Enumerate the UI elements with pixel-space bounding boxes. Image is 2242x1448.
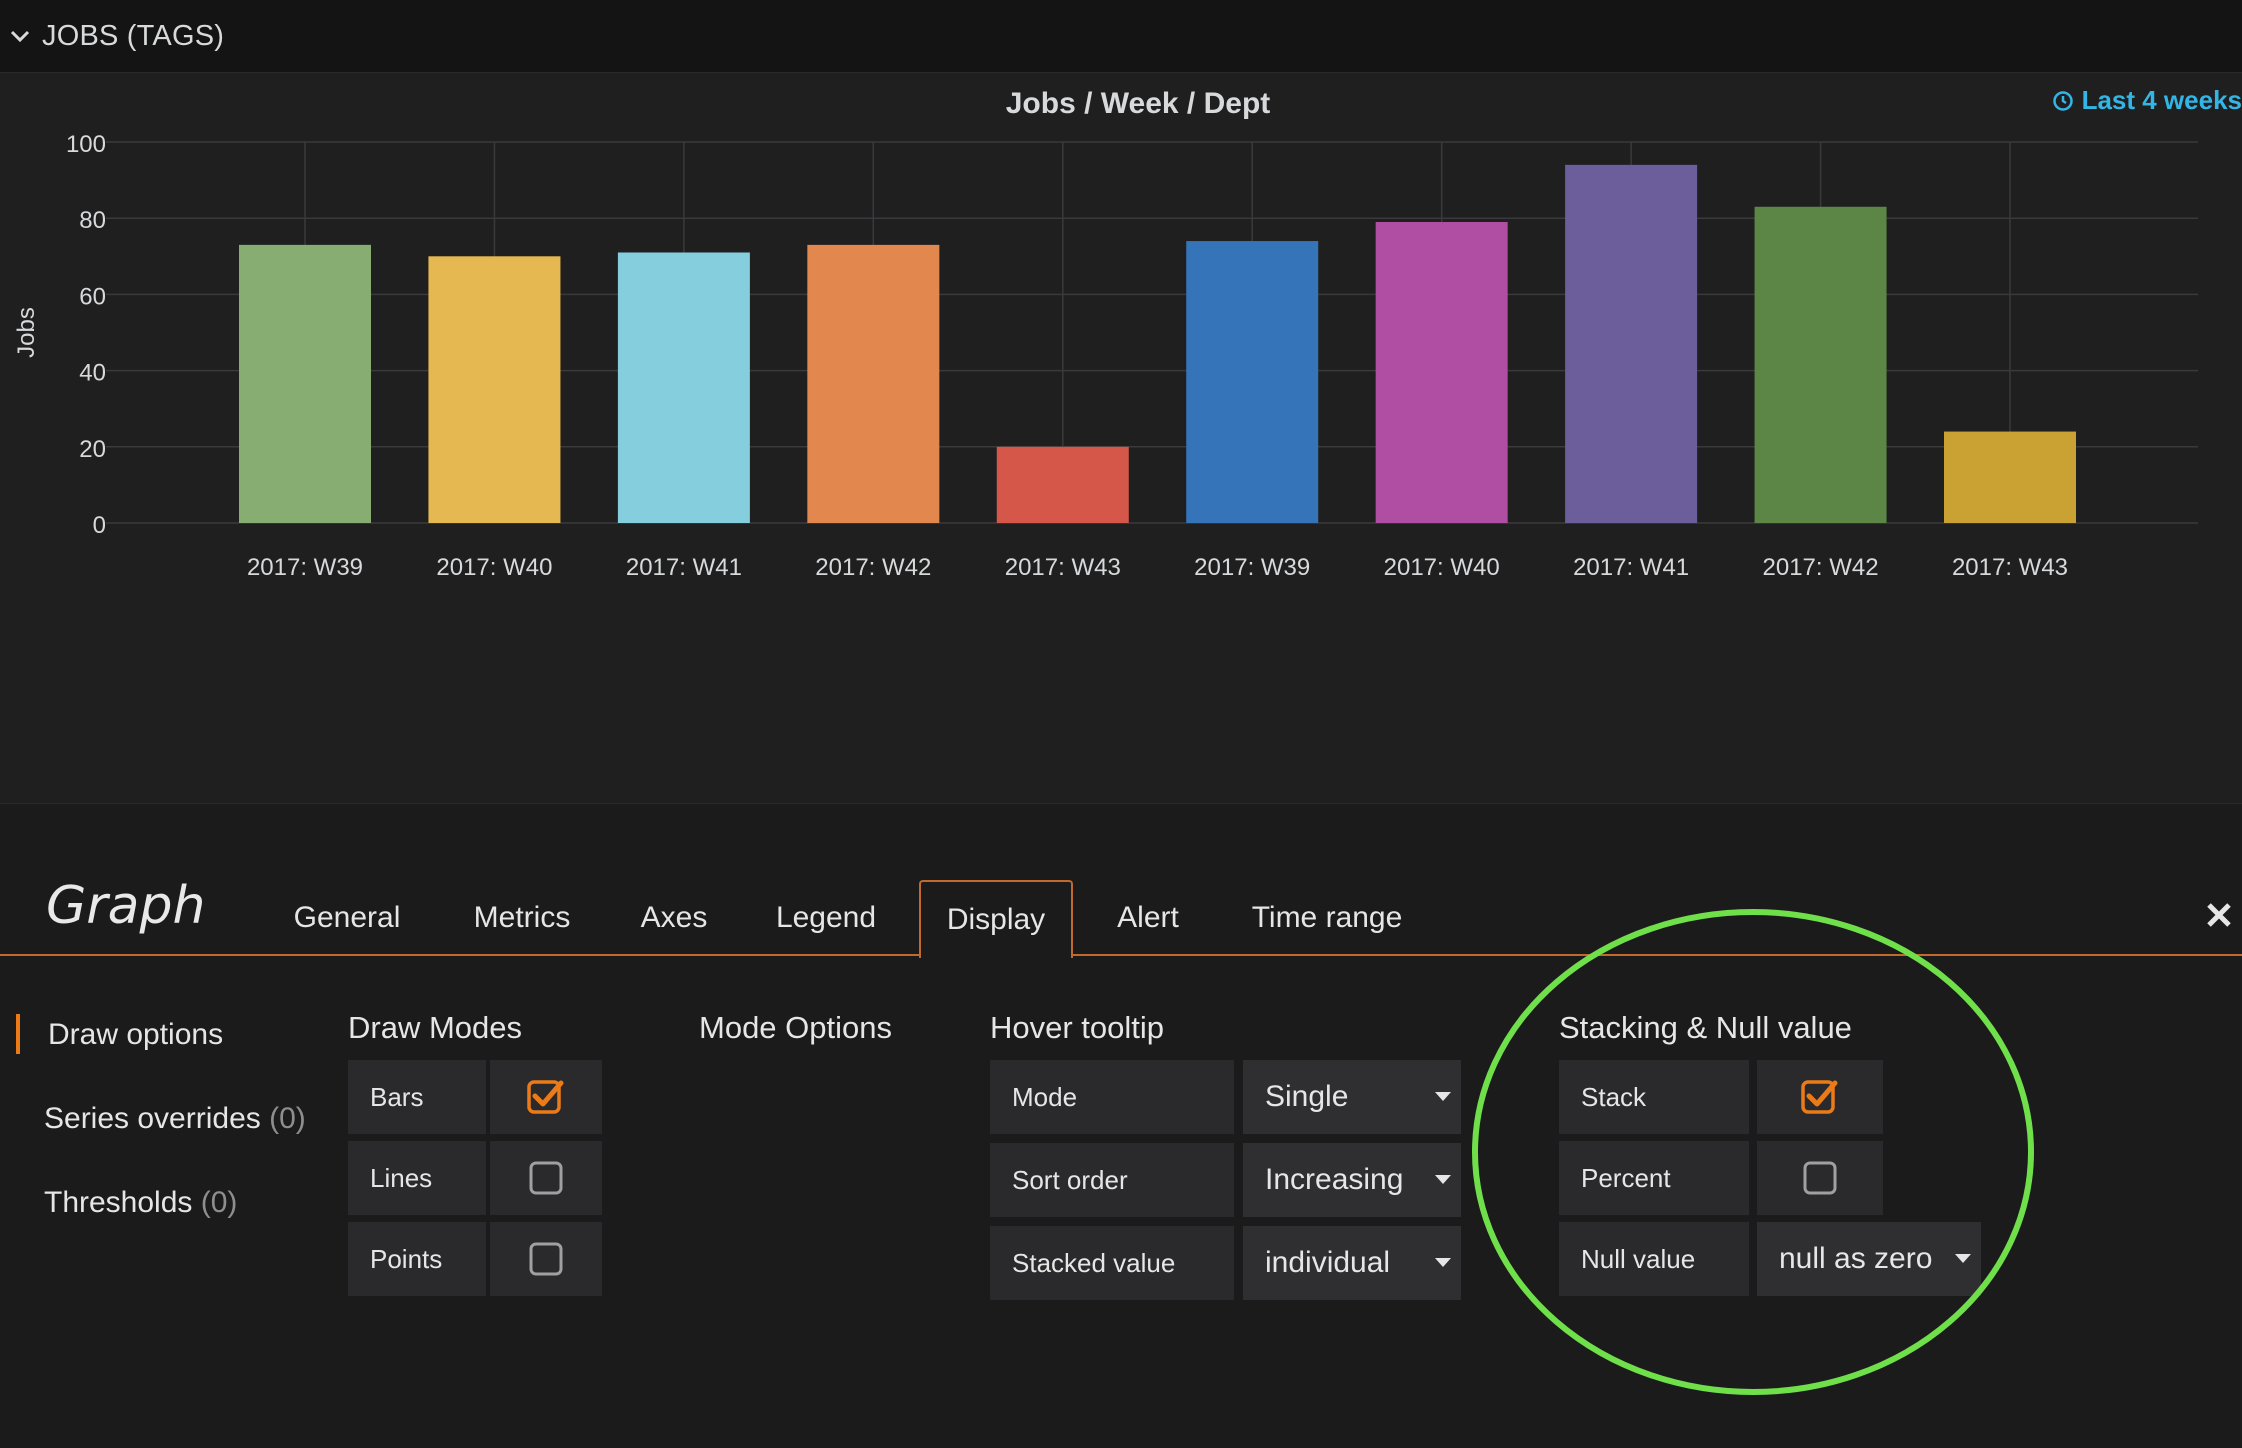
- percent-label: Percent: [1559, 1141, 1749, 1215]
- nav-series-overrides[interactable]: Series overrides (0): [44, 1102, 306, 1136]
- bar-chart: 0 20 40 60 80 100 Jobs 2017: W39 2017: W40 2017: …: [13, 131, 2198, 581]
- row-header[interactable]: JOBS (TAGS): [0, 0, 2242, 72]
- y-tick-label: 60: [79, 283, 106, 310]
- sort-order-value: Increasing: [1265, 1163, 1404, 1196]
- y-tick-label: 40: [79, 360, 106, 387]
- bar: [239, 244, 371, 523]
- x-tick-label: 2017: W43: [1952, 554, 2068, 581]
- y-tick-label: 0: [93, 512, 106, 539]
- bar: [996, 446, 1129, 523]
- tooltip-mode-label: Mode: [990, 1060, 1234, 1134]
- draw-modes-title: Draw Modes: [348, 1010, 522, 1045]
- tab-axes[interactable]: Axes: [640, 901, 708, 934]
- caret-down-icon: [1435, 1258, 1451, 1267]
- sort-order-label: Sort order: [990, 1143, 1234, 1217]
- tab-legend[interactable]: Legend: [775, 901, 877, 934]
- series-overrides-count: (0): [269, 1102, 306, 1135]
- lines-checkbox[interactable]: [490, 1141, 602, 1215]
- caret-down-icon: [1955, 1254, 1971, 1263]
- caret-down-icon: [1435, 1175, 1451, 1184]
- y-tick-label: 20: [79, 436, 106, 463]
- stacking-title: Stacking & Null value: [1559, 1010, 1852, 1045]
- lines-label: Lines: [348, 1141, 486, 1215]
- nav-draw-options-label: Draw options: [48, 1018, 224, 1051]
- hover-tooltip-title: Hover tooltip: [990, 1010, 1165, 1045]
- bars-checkbox[interactable]: [490, 1060, 602, 1134]
- checkbox-checked-icon: [1801, 1080, 1838, 1114]
- percent-checkbox[interactable]: [1757, 1141, 1883, 1215]
- panel-title[interactable]: Jobs / Week / Dept: [1005, 87, 1271, 120]
- x-tick-label: 2017: W40: [436, 554, 552, 581]
- bar: [617, 252, 750, 524]
- y-tick-label: 80: [79, 207, 106, 234]
- bars-label: Bars: [348, 1060, 486, 1134]
- stack-label: Stack: [1559, 1060, 1749, 1134]
- close-icon[interactable]: [2204, 900, 2234, 930]
- bar: [1565, 164, 1698, 524]
- x-tick-label: 2017: W41: [626, 554, 742, 581]
- bar: [1944, 431, 2076, 523]
- time-range-label: Last 4 weeks: [2081, 85, 2242, 115]
- x-tick-label: 2017: W39: [1194, 554, 1310, 581]
- x-tick-label: 2017: W42: [815, 554, 931, 581]
- x-tick-label: 2017: W39: [247, 554, 363, 581]
- row-title: JOBS (TAGS): [42, 19, 225, 52]
- x-tick-label: 2017: W40: [1384, 554, 1500, 581]
- tooltip-mode-value: Single: [1265, 1080, 1349, 1113]
- tabs-underline: [0, 954, 2242, 956]
- x-tick-label: 2017: W43: [1005, 554, 1121, 581]
- bar: [1754, 206, 1887, 523]
- panel-editor: Graph General Metrics Axes Legend Displa…: [0, 804, 2242, 1448]
- bar: [1375, 222, 1508, 523]
- nav-series-overrides-label: Series overrides: [44, 1102, 261, 1135]
- bar: [1186, 241, 1319, 523]
- checkbox-unchecked-icon: [1803, 1161, 1837, 1195]
- thresholds-count: (0): [200, 1186, 238, 1219]
- tab-alert[interactable]: Alert: [1117, 901, 1179, 934]
- chevron-down-icon[interactable]: [6, 22, 34, 50]
- tab-time-range[interactable]: Time range: [1251, 901, 1403, 934]
- checkbox-unchecked-icon: [529, 1242, 563, 1276]
- mode-options-title: Mode Options: [699, 1010, 892, 1045]
- points-checkbox[interactable]: [490, 1222, 602, 1296]
- clock-icon: [2052, 90, 2073, 111]
- tooltip-mode-select[interactable]: Single: [1243, 1060, 1461, 1134]
- bar: [428, 256, 561, 523]
- tab-display[interactable]: Display: [919, 880, 1073, 958]
- sort-order-select[interactable]: Increasing: [1243, 1143, 1461, 1217]
- caret-down-icon: [1435, 1092, 1451, 1101]
- points-label: Points: [348, 1222, 486, 1296]
- x-tick-label: 2017: W41: [1573, 554, 1689, 581]
- checkbox-checked-icon: [527, 1080, 564, 1114]
- null-value-select[interactable]: null as zero: [1757, 1222, 1981, 1296]
- nav-thresholds-label: Thresholds: [44, 1186, 193, 1219]
- stack-checkbox[interactable]: [1757, 1060, 1883, 1134]
- editor-title: Graph: [46, 876, 206, 936]
- nav-draw-options[interactable]: Draw options: [48, 1018, 223, 1052]
- stacked-value-label: Stacked value: [990, 1226, 1234, 1300]
- checkbox-unchecked-icon: [529, 1161, 563, 1195]
- bar: [807, 244, 940, 523]
- y-tick-label: 100: [66, 131, 106, 158]
- stacked-value-value: individual: [1265, 1246, 1391, 1279]
- null-value-value: null as zero: [1779, 1242, 1933, 1275]
- active-nav-marker: [16, 1014, 20, 1054]
- panel-time-range[interactable]: Last 4 weeks: [2052, 85, 2242, 116]
- x-tick-label: 2017: W42: [1763, 554, 1879, 581]
- stacked-value-select[interactable]: individual: [1243, 1226, 1461, 1300]
- graph-panel: 0 20 40 60 80 100 Jobs 2017: W39 2017: W40 2017: …: [0, 72, 2242, 804]
- tab-metrics[interactable]: Metrics: [473, 901, 571, 934]
- nav-thresholds[interactable]: Thresholds (0): [44, 1186, 237, 1220]
- tab-general[interactable]: General: [293, 901, 401, 934]
- y-axis-label: Jobs: [13, 307, 40, 358]
- null-value-label: Null value: [1559, 1222, 1749, 1296]
